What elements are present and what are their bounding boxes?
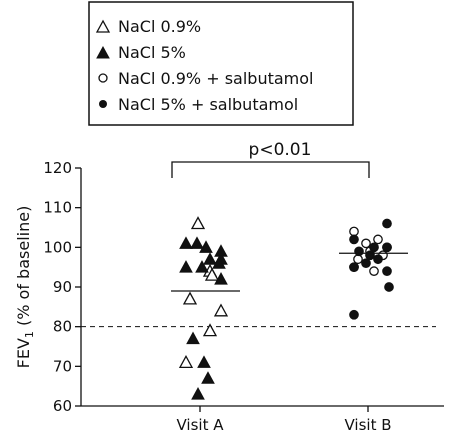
x-tick-label-1: Visit B: [344, 416, 391, 434]
point-s2-6: [353, 254, 363, 265]
y-ticks: 60 70 80 90 100 110 120: [43, 159, 81, 415]
point-s2-0: [349, 226, 359, 237]
point-s0-3: [182, 291, 198, 305]
point-s1-1: [199, 240, 213, 253]
p-value-annotation: p<0.01: [249, 140, 312, 160]
point-s0-0: [190, 216, 206, 230]
legend-box: [88, 1, 354, 126]
point-s3-1: [349, 234, 359, 245]
y-tick-label-120: 120: [43, 159, 72, 177]
point-s1-13: [191, 387, 205, 400]
data-points: [178, 216, 394, 400]
point-s2-2: [361, 238, 371, 249]
legend-label-nacl-09: NaCl 0.9%: [118, 17, 201, 36]
point-s2-1: [373, 234, 383, 245]
y-tick-label-90: 90: [53, 278, 72, 296]
point-s1-10: [186, 331, 200, 345]
point-s0-2: [204, 267, 220, 281]
point-s3-10: [384, 282, 394, 292]
legend-label-nacl-09-salbutamol: NaCl 0.9% + salbutamol: [118, 69, 313, 88]
y-tick-label-110: 110: [43, 199, 72, 217]
y-tick-label-70: 70: [53, 357, 72, 375]
legend-marker-triangle-filled: [96, 45, 110, 59]
point-s1-8: [212, 256, 226, 269]
point-s3-3: [382, 242, 392, 253]
point-s3-2: [369, 242, 379, 253]
point-s2-8: [369, 266, 379, 276]
point-s0-4: [213, 303, 229, 317]
point-s1-7: [203, 252, 217, 265]
point-s3-4: [354, 246, 364, 257]
point-s3-11: [349, 309, 359, 320]
point-s1-9: [214, 272, 228, 285]
y-tick-label-60: 60: [53, 397, 72, 415]
legend-marker-circle-open: [98, 73, 108, 83]
significance-bracket: [171, 161, 370, 178]
point-s0-6: [178, 355, 194, 369]
y-tick-label-80: 80: [53, 318, 72, 336]
point-s3-5: [365, 250, 375, 261]
legend-marker-circle-filled: [99, 100, 107, 108]
point-s3-0: [382, 218, 392, 229]
point-s3-6: [373, 254, 383, 265]
legend-marker-triangle-open: [95, 19, 111, 33]
point-s3-9: [382, 266, 392, 276]
point-s1-11: [197, 355, 211, 368]
point-s0-5: [202, 323, 218, 337]
point-s1-6: [195, 260, 209, 273]
y-tick-label-100: 100: [43, 238, 72, 256]
legend-label-nacl-5: NaCl 5%: [118, 43, 186, 62]
y-axis-label: FEV1 (% of baseline): [14, 206, 36, 369]
group-means: [171, 252, 408, 292]
point-s1-5: [179, 260, 193, 273]
point-s1-12: [201, 371, 215, 384]
x-tick-label-0: Visit A: [177, 416, 225, 434]
point-s3-8: [349, 262, 359, 273]
legend: NaCl 0.9% NaCl 5% NaCl 0.9% + salbutamol…: [95, 17, 313, 114]
point-s1-0: [179, 236, 193, 249]
point-s1-2: [190, 236, 204, 249]
x-ticks: Visit A Visit B: [177, 406, 392, 434]
point-s3-7: [361, 258, 371, 269]
legend-label-nacl-5-salbutamol: NaCl 5% + salbutamol: [118, 95, 298, 114]
